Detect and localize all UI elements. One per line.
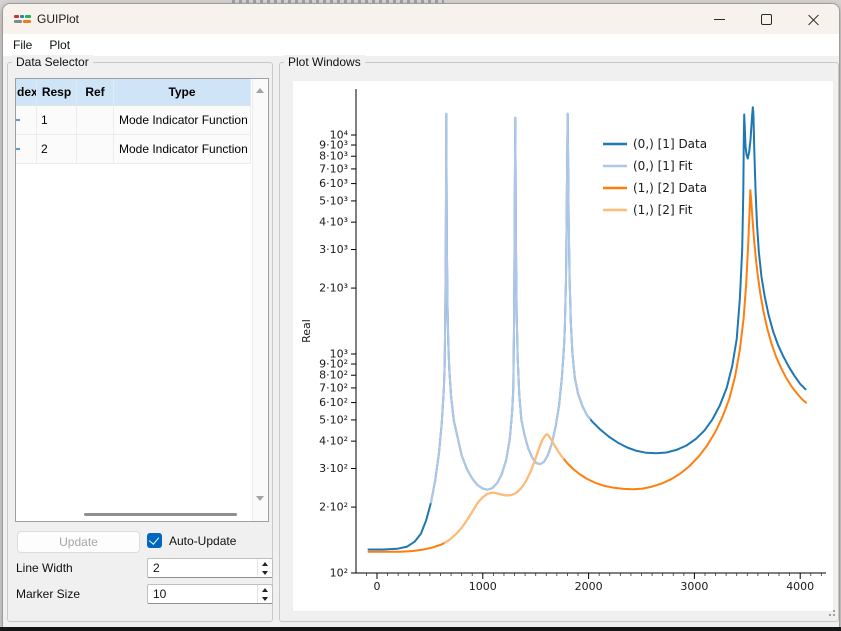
y-tick-label: 2·10²	[319, 501, 348, 514]
plot-canvas[interactable]: 0100020003000400010⁴9·10³8·10³7·10³6·10³…	[292, 80, 834, 612]
legend-label: (0,) [1] Fit	[633, 159, 693, 173]
mode-indicator-chart: 0100020003000400010⁴9·10³8·10³7·10³6·10³…	[293, 81, 833, 611]
y-tick-label: 8·10³	[319, 150, 348, 163]
column-header-dex[interactable]: dex	[16, 79, 37, 106]
x-tick-label: 3000	[680, 580, 708, 593]
y-axis-label: Real	[300, 319, 313, 343]
update-button[interactable]: Update	[17, 531, 140, 553]
data-table[interactable]: dexRespRefType 1Mode Indicator Function2…	[15, 78, 269, 522]
window-title: GUIPlot	[37, 12, 79, 26]
cell-type[interactable]: Mode Indicator Function	[114, 106, 251, 135]
marker-size-decrement-button[interactable]	[258, 594, 272, 603]
y-tick-label: 4·10³	[319, 216, 348, 229]
spin-down-icon	[262, 571, 268, 575]
clipped-index-cell	[16, 119, 20, 121]
scroll-down-icon[interactable]	[256, 496, 264, 501]
line-width-decrement-button[interactable]	[258, 568, 272, 577]
table-row[interactable]: 1 Mode Indicator Function	[16, 106, 251, 135]
x-tick-label: 1000	[469, 580, 497, 593]
menu-item-file[interactable]: File	[6, 36, 42, 55]
data-selector-group: Data Selector dexRespRefType 1Mode Indic…	[7, 62, 273, 622]
marker-size-stepper[interactable]: 10	[147, 584, 273, 604]
resize-grip[interactable]	[827, 610, 836, 619]
minimize-icon	[714, 19, 725, 20]
spin-down-icon	[262, 597, 268, 601]
legend-label: (1,) [2] Data	[633, 181, 707, 195]
marker-size-increment-button[interactable]	[258, 585, 272, 594]
cell-resp[interactable]: 1	[37, 106, 77, 135]
x-tick-label: 2000	[575, 580, 603, 593]
series--1-2-fit	[445, 434, 564, 542]
auto-update-label: Auto-Update	[169, 534, 236, 548]
titlebar[interactable]: GUIPlot	[3, 4, 839, 34]
column-header-ref[interactable]: Ref	[77, 79, 114, 106]
scroll-up-icon[interactable]	[256, 88, 264, 93]
menu-item-plot[interactable]: Plot	[42, 36, 80, 55]
y-tick-label: 3·10³	[319, 243, 348, 256]
menu-bar: FilePlot	[3, 34, 839, 56]
y-tick-label: 5·10³	[319, 194, 348, 207]
y-tick-label: 10²	[330, 567, 348, 580]
y-tick-label: 6·10³	[319, 177, 348, 190]
series--1-2-data	[369, 190, 807, 552]
y-tick-label: 8·10²	[319, 369, 348, 382]
clipped-index-cell	[16, 148, 20, 150]
spin-up-icon	[262, 562, 268, 566]
maximize-icon	[761, 14, 772, 25]
series--0-1-fit	[431, 114, 590, 503]
y-tick-label: 7·10²	[319, 381, 348, 394]
line-width-stepper[interactable]: 2	[147, 558, 273, 578]
close-icon	[808, 14, 819, 25]
minimize-button[interactable]	[696, 4, 743, 34]
taskbar-sliver	[0, 627, 841, 631]
maximize-button[interactable]	[743, 4, 790, 34]
app-icon	[14, 14, 32, 25]
column-header-type[interactable]: Type	[114, 79, 251, 106]
table-row[interactable]: 2 Mode Indicator Function	[16, 135, 251, 164]
line-width-increment-button[interactable]	[258, 559, 272, 568]
x-tick-label: 4000	[786, 580, 814, 593]
cell-ref[interactable]	[77, 106, 114, 135]
marker-size-value[interactable]: 10	[153, 587, 166, 601]
table-header-row[interactable]: dexRespRefType	[16, 79, 251, 106]
horizontal-scrollbar-thumb[interactable]	[84, 513, 237, 516]
cell-ref[interactable]	[77, 135, 114, 164]
app-window: GUIPlot FilePlot Data Selector dexRespRe…	[2, 3, 840, 628]
column-header-resp[interactable]: Resp	[37, 79, 77, 106]
line-width-label: Line Width	[16, 561, 73, 575]
y-tick-label: 5·10²	[319, 413, 348, 426]
vertical-scrollbar[interactable]	[252, 79, 268, 521]
y-tick-label: 4·10²	[319, 435, 348, 448]
marker-size-label: Marker Size	[16, 587, 80, 601]
line-width-value[interactable]: 2	[153, 561, 160, 575]
main-content: Data Selector dexRespRefType 1 Mode Indic…	[3, 56, 839, 627]
legend-label: (0,) [1] Data	[633, 137, 707, 151]
cell-type[interactable]: Mode Indicator Function	[114, 135, 251, 164]
auto-update-checkbox[interactable]	[147, 533, 162, 548]
x-tick-label: 0	[374, 580, 381, 593]
y-tick-label: 3·10²	[319, 462, 348, 475]
data-selector-title: Data Selector	[12, 55, 93, 69]
y-tick-label: 7·10³	[319, 162, 348, 175]
y-tick-label: 2·10³	[319, 282, 348, 295]
spin-up-icon	[262, 588, 268, 592]
y-tick-label: 6·10²	[319, 396, 348, 409]
plot-windows-group: Plot Windows 0100020003000400010⁴9·10³8·…	[279, 62, 839, 622]
cell-resp[interactable]: 2	[37, 135, 77, 164]
legend-label: (1,) [2] Fit	[633, 203, 693, 217]
plot-windows-title: Plot Windows	[284, 55, 365, 69]
close-button[interactable]	[790, 4, 837, 34]
